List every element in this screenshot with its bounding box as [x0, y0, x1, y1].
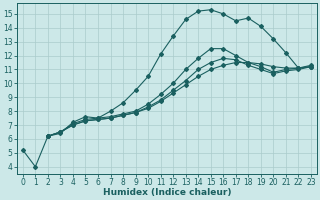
X-axis label: Humidex (Indice chaleur): Humidex (Indice chaleur)	[103, 188, 231, 197]
